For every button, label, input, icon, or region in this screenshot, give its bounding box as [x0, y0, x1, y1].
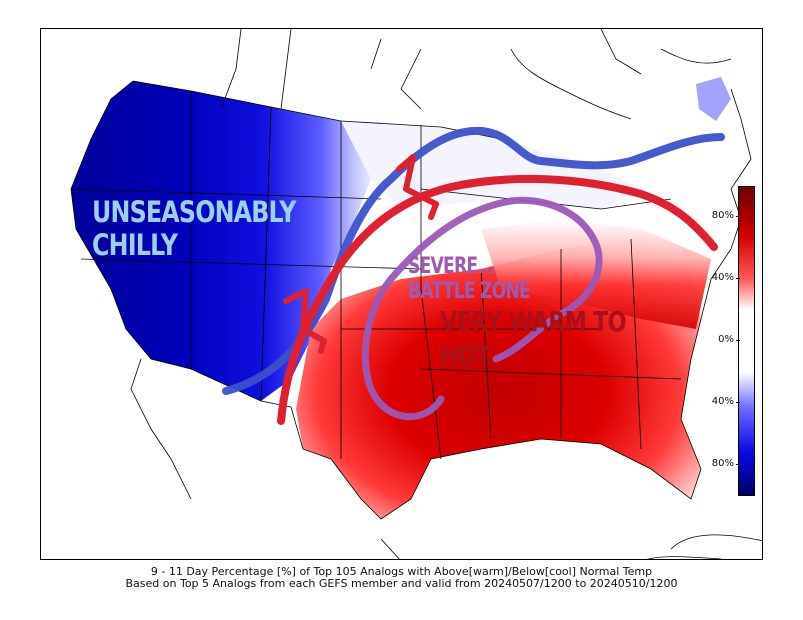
map-borders: [70, 29, 762, 559]
colorbar-tick: 40%: [704, 396, 740, 407]
caption-line-1: 9 - 11 Day Percentage [%] of Top 105 Ana…: [150, 565, 653, 578]
map-caption: 9 - 11 Day Percentage [%] of Top 105 Ana…: [0, 566, 803, 590]
severe-annotation: SEVERE... BATTLE ZONE: [408, 254, 531, 305]
map-frame: [40, 28, 763, 560]
chilly-annotation: UNSEASONABLY CHILLY: [92, 195, 296, 263]
hot-line-1: VERY WARM TO: [440, 305, 627, 338]
colorbar-tick: 80%: [704, 458, 740, 469]
chilly-line-1: UNSEASONABLY: [92, 195, 296, 229]
neutral-region-north: [341, 121, 641, 209]
colorbar-tick: 80%: [704, 210, 740, 221]
hot-line-2: HOT: [440, 338, 491, 372]
colorbar-tick: 0%: [704, 334, 740, 345]
warm-anomaly-region: [296, 239, 701, 519]
temperature-map: [70, 29, 762, 559]
severe-zone-line: [361, 196, 603, 421]
colorbar-tick: 40%: [704, 272, 740, 283]
cool-anomaly-northeast: [696, 77, 731, 121]
severe-line-2: BATTLE ZONE: [408, 279, 531, 305]
red-dryline-north: [396, 154, 439, 220]
red-dryline-south: [283, 288, 327, 354]
cold-front-line: [222, 126, 725, 395]
colorbar: [738, 186, 755, 496]
hot-annotation: VERY WARM TO HOT: [440, 305, 627, 372]
severe-line-1: SEVERE...: [408, 254, 495, 279]
chilly-line-2: CHILLY: [92, 228, 178, 263]
caption-line-2: Based on Top 5 Analogs from each GEFS me…: [125, 577, 678, 590]
